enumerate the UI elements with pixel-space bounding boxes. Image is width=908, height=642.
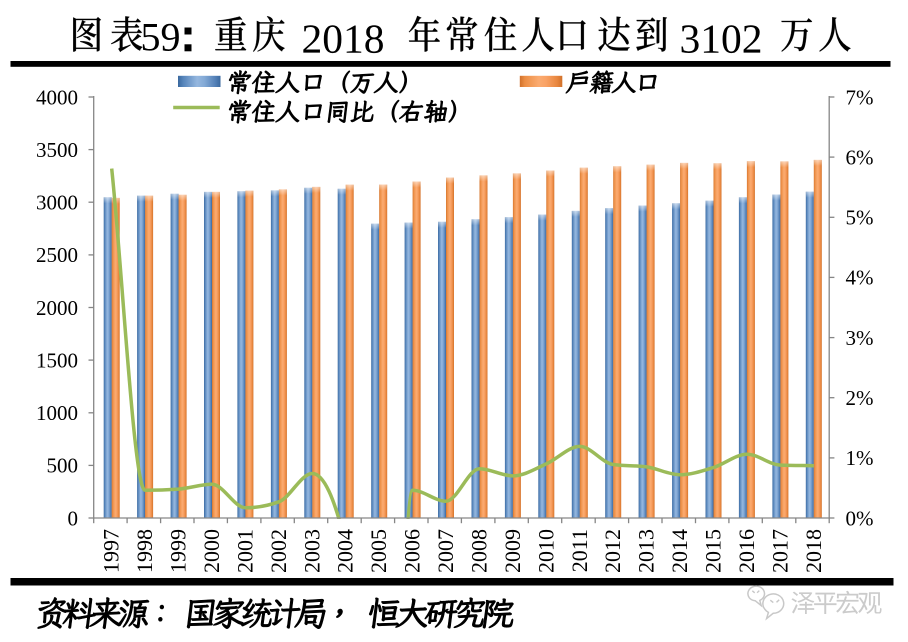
- svg-text:2018: 2018: [302, 16, 385, 62]
- svg-text:3500: 3500: [36, 138, 78, 162]
- svg-text:2011: 2011: [567, 529, 592, 572]
- svg-text:1997: 1997: [99, 529, 124, 573]
- svg-text:2500: 2500: [36, 243, 78, 267]
- svg-text:2013: 2013: [634, 529, 659, 573]
- svg-text:1000: 1000: [36, 401, 78, 425]
- svg-text:59: 59: [141, 15, 181, 60]
- svg-text:2018: 2018: [801, 529, 826, 573]
- svg-text:2009: 2009: [500, 529, 525, 573]
- svg-text:2000: 2000: [36, 296, 78, 320]
- svg-text:2003: 2003: [299, 529, 324, 573]
- svg-text:3000: 3000: [36, 191, 78, 215]
- svg-text:4000: 4000: [36, 85, 78, 109]
- svg-text:1%: 1%: [846, 446, 874, 470]
- svg-text:2008: 2008: [467, 529, 492, 573]
- svg-text:2012: 2012: [600, 529, 625, 573]
- svg-text:1998: 1998: [132, 529, 157, 573]
- svg-text:2001: 2001: [232, 529, 257, 573]
- svg-text:2014: 2014: [667, 529, 692, 573]
- svg-text:2010: 2010: [533, 529, 558, 573]
- svg-text:2006: 2006: [400, 529, 425, 573]
- svg-text:1500: 1500: [36, 348, 78, 372]
- svg-text:2004: 2004: [333, 529, 358, 573]
- svg-text:0: 0: [68, 506, 79, 530]
- svg-text:2017: 2017: [767, 529, 792, 573]
- svg-text:1999: 1999: [166, 529, 191, 573]
- svg-text:0%: 0%: [846, 506, 874, 530]
- svg-text:500: 500: [47, 454, 79, 478]
- svg-text:2002: 2002: [266, 529, 291, 573]
- svg-text:4%: 4%: [846, 266, 874, 290]
- svg-text:3102: 3102: [680, 16, 763, 62]
- svg-text:3%: 3%: [846, 326, 874, 350]
- svg-text:7%: 7%: [846, 85, 874, 109]
- svg-text:2000: 2000: [199, 529, 224, 573]
- svg-text:2016: 2016: [734, 529, 759, 573]
- svg-text:2%: 2%: [846, 386, 874, 410]
- svg-text:2015: 2015: [701, 529, 726, 573]
- svg-text:5%: 5%: [846, 206, 874, 230]
- svg-text:6%: 6%: [846, 145, 874, 169]
- svg-text:2005: 2005: [366, 529, 391, 573]
- svg-text:2007: 2007: [433, 529, 458, 573]
